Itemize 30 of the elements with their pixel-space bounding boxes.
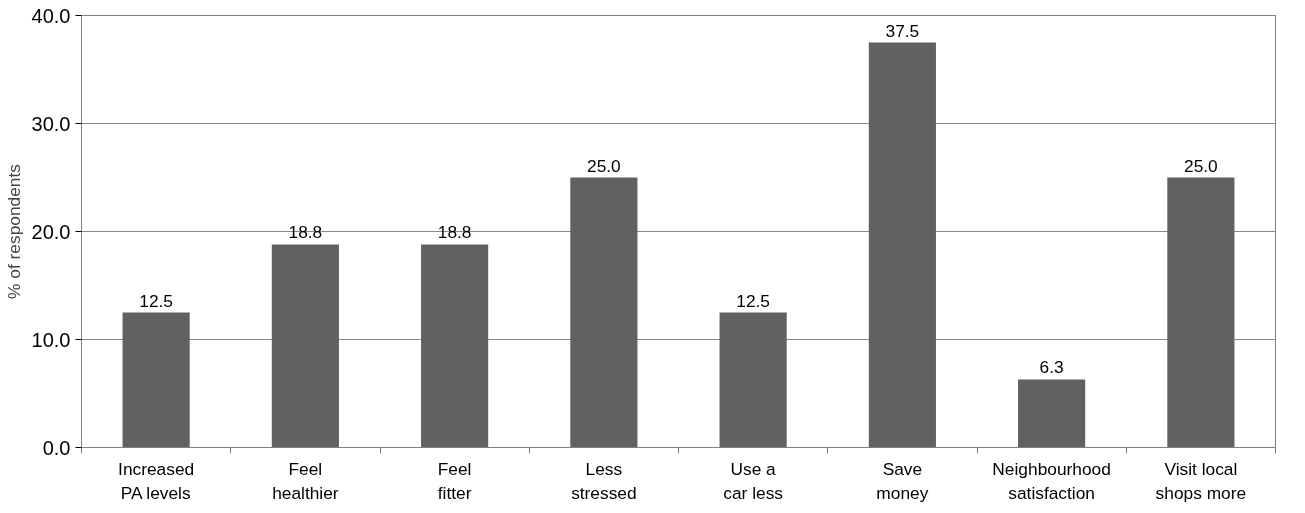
bar xyxy=(122,312,190,448)
data-label: 6.3 xyxy=(1039,357,1064,378)
bar xyxy=(1167,177,1235,448)
data-label: 18.8 xyxy=(288,222,323,243)
data-label: 37.5 xyxy=(885,20,920,41)
bar xyxy=(570,177,638,448)
x-tick-label: Save money xyxy=(876,458,929,503)
x-tick-label: Visit local shops more xyxy=(1155,458,1247,503)
data-label: 12.5 xyxy=(139,290,173,311)
data-label: 18.8 xyxy=(437,222,472,243)
y-tick-label: 10.0 xyxy=(31,328,71,351)
y-axis-title: % of respondents xyxy=(3,163,24,299)
x-tick-label: Less stressed xyxy=(571,458,637,503)
x-tick-label: Neighbourhood satisfaction xyxy=(992,458,1111,503)
data-label: 25.0 xyxy=(587,155,621,176)
bar xyxy=(1018,379,1086,448)
y-tick-label: 0.0 xyxy=(42,436,71,459)
data-label: 25.0 xyxy=(1184,155,1218,176)
y-tick-label: 20.0 xyxy=(31,220,71,243)
x-tick-label: Increased PA levels xyxy=(118,458,195,503)
x-tick-label: Feel healthier xyxy=(272,458,339,503)
bar xyxy=(868,42,936,448)
bar xyxy=(719,312,787,448)
bar xyxy=(271,244,339,448)
y-tick-label: 40.0 xyxy=(31,4,71,27)
x-tick-label: Feel fitter xyxy=(437,458,472,503)
x-tick-label: Use a car less xyxy=(723,458,784,503)
y-tick-label: 30.0 xyxy=(31,112,71,135)
bar xyxy=(421,244,489,448)
data-label: 12.5 xyxy=(736,290,770,311)
